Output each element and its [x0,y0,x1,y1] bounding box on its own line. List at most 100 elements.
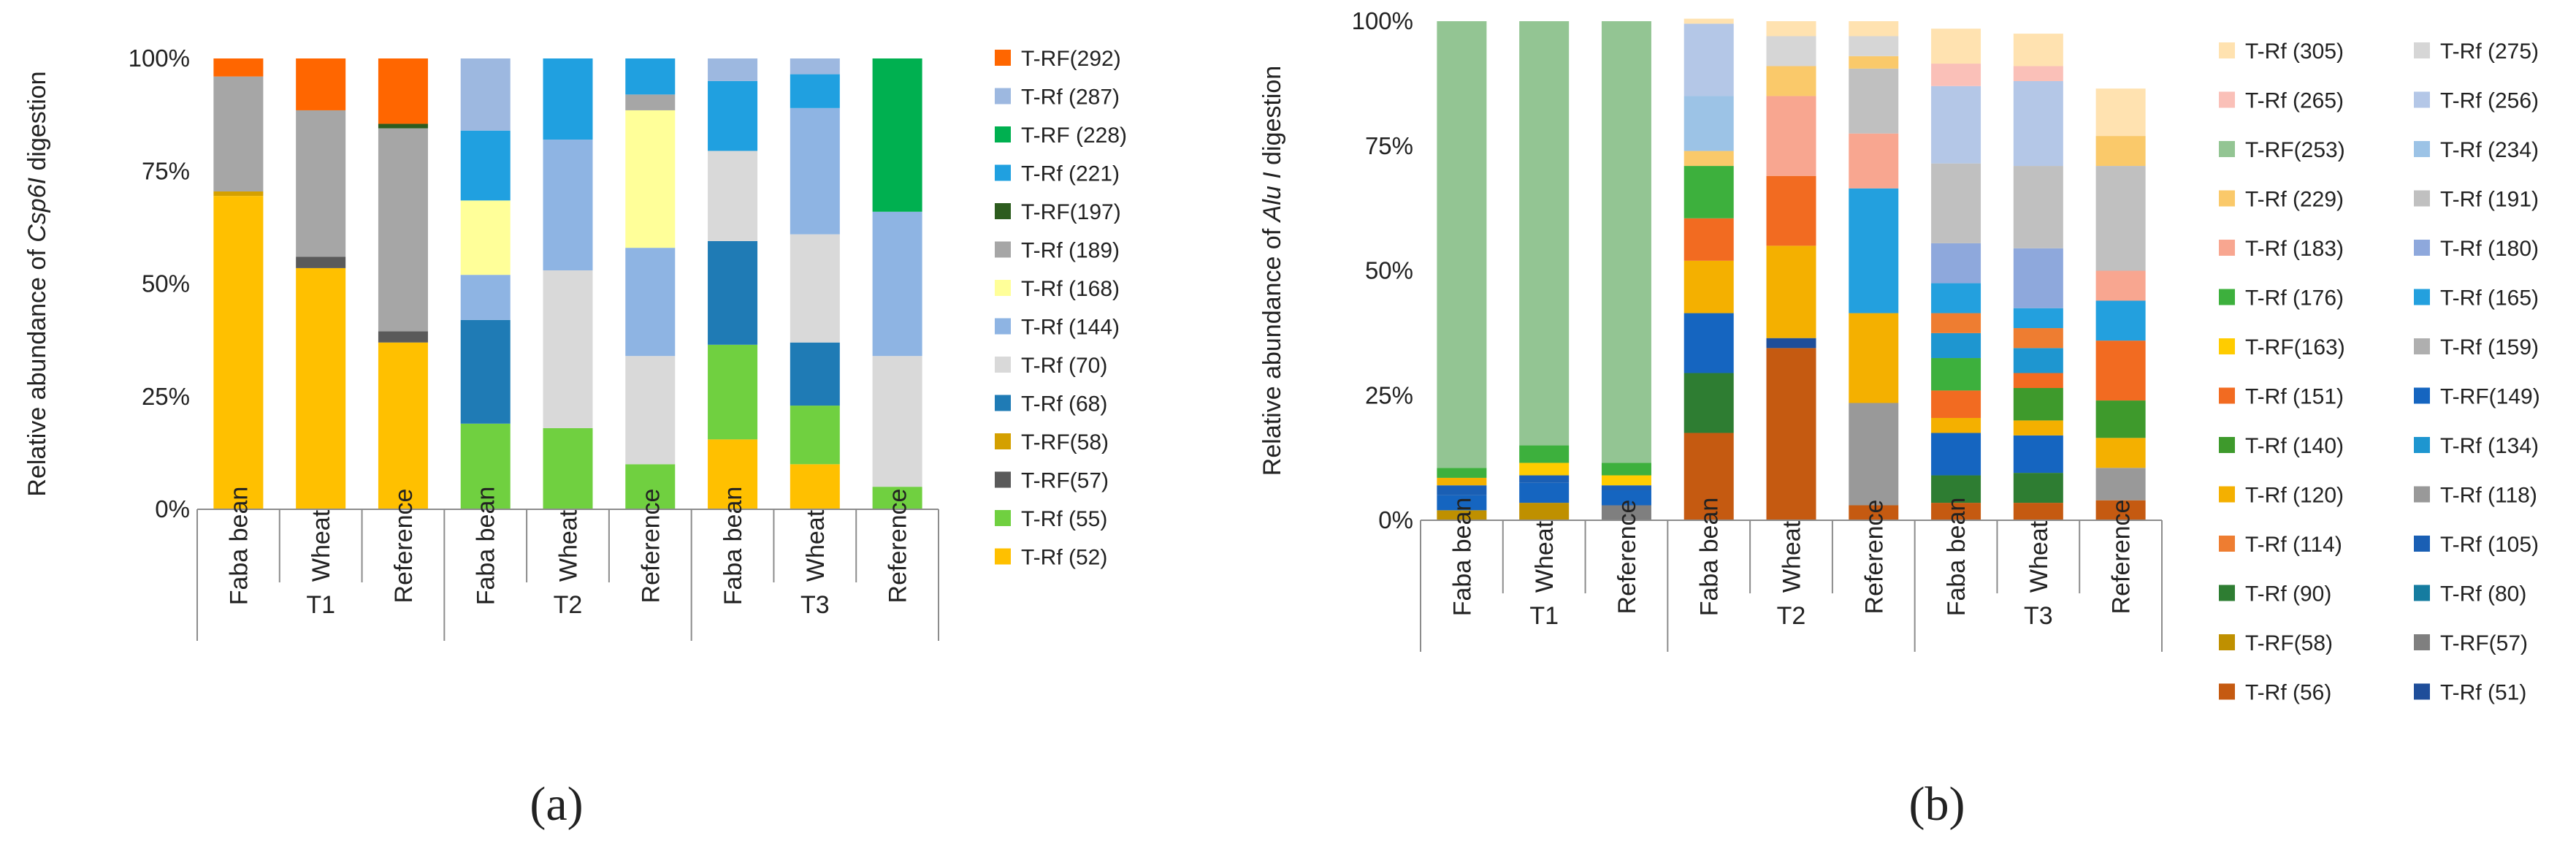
legend-swatch [2414,141,2430,157]
bar-segment-t-rf-189- [625,94,676,110]
legend-label: T-Rf (191) [2440,188,2539,212]
bar-segment-t-rf-165- [2095,300,2146,341]
bar-segment-t-rf-229- [2095,136,2146,167]
bar-segment-t-rf-140- [2013,388,2063,421]
x-category-label: Faba bean [1943,498,1971,617]
legend-swatch [2414,91,2430,108]
legend-swatch [2219,91,2235,108]
bar-segment-t-rf-114- [1931,313,1981,333]
legend-swatch [2414,683,2430,700]
bar-segment-t-rf-287- [460,58,511,131]
bar-segment-t-rf-52- [708,439,758,509]
legend-label: T-Rf (144) [1021,316,1120,340]
x-category-label: Faba bean [1696,498,1724,617]
legend-label: T-Rf (234) [2440,138,2539,162]
legend-label: T-RF(57) [1021,469,1109,493]
x-category-label: Reference [1613,500,1641,615]
bar-segment-t-rf-55- [790,406,840,465]
legend-swatch [995,548,1011,565]
bar-segment-t-rf-58- [213,191,264,197]
legend-label: T-Rf (80) [2440,582,2526,606]
legend-swatch [2219,437,2235,453]
bar-segment-t-rf-180- [1931,243,1981,284]
x-category-label: Wheat [1778,520,1806,593]
bar-segment-t-rf-253- [1437,21,1487,468]
legend-swatch [2219,683,2235,700]
bar-segment-t-rf-229- [1683,151,1734,167]
legend-label: T-Rf (305) [2245,39,2344,64]
x-category-label: Wheat [802,509,830,582]
bar-segment-t-rf-163- [1519,463,1570,476]
legend-swatch [2414,338,2430,354]
chart-panel-a: 0% 25% 50% 75% 100% Relative abundance of Csp… [23,45,1127,831]
bar-segment-t-rf-90- [1683,373,1734,433]
bar-segment-t-rf-120- [1437,477,1487,486]
x-group-label: T1 [1529,602,1559,630]
bar-segment-t-rf-56- [2013,503,2063,520]
legend-label: T-Rf (221) [1021,162,1120,186]
x-category-label: Wheat [307,509,335,582]
bar-segment-t-rf-256- [2013,80,2063,167]
bar-segment-t-rf-56- [1849,505,1899,520]
legend-swatch [995,395,1011,411]
bar-segment-t-rf-228- [872,58,922,212]
bar-segment-t-rf-105- [1519,475,1570,483]
bar-segment-t-rf-149- [1683,313,1734,373]
bar-segment-t-rf-56- [1931,503,1981,520]
bar-segment-t-rf-287- [790,58,840,75]
legend-label: T-Rf (55) [1021,507,1107,531]
legend-swatch [2414,437,2430,453]
legend-label: T-Rf (151) [2245,385,2344,409]
bar-segment-t-rf-144- [790,107,840,235]
y-tick-label: 0% [155,495,190,522]
bar-segment-t-rf-70- [872,356,922,487]
bar-segment-t-rf-221- [460,130,511,201]
legend-swatch [995,433,1011,449]
legend-swatch [995,510,1011,526]
legend-label: T-RF(163) [2245,335,2345,360]
bar-segment-t-rf-221- [708,80,758,151]
x-category-label: Faba bean [719,487,747,606]
legend-swatch [2219,634,2235,650]
bar-segment-t-rf-183- [1849,133,1899,189]
bar-segment-t-rf-253- [1519,21,1570,446]
legend-label: T-Rf (90) [2245,582,2331,606]
bar-segment-t-rf-189- [213,76,264,192]
legend-label: T-RF(58) [2245,631,2333,655]
bar-segment-t-rf-51- [1766,338,1816,349]
bar-segment-t-rf-287- [708,58,758,81]
legend-swatch [995,50,1011,66]
bar-segment-t-rf-176- [1683,166,1734,218]
bar-segment-t-rf-118- [1849,403,1899,506]
legend-swatch [2219,240,2235,256]
y-axis-title-part: Csp6I [23,177,51,242]
bar-segment-t-rf-275- [1849,36,1899,56]
bar-segment-t-rf-149- [1601,490,1651,506]
legend-label: T-RF(253) [2245,138,2345,162]
x-category-label: Reference [1860,500,1888,615]
legend-label: T-RF(58) [1021,430,1109,454]
bar-segment-t-rf-55- [543,427,593,509]
bar-segment-t-rf-183- [2095,270,2146,301]
legend-label: T-Rf (183) [2245,237,2344,261]
y-tick-label: 75% [142,157,190,184]
legend-label: T-RF(197) [1021,200,1121,224]
bar-segment-t-rf-52- [790,464,840,509]
bar-segment-t-rf-118- [2095,468,2146,501]
bar-segment-t-rf-120- [1683,260,1734,313]
y-tick-label: 25% [1365,381,1413,408]
bar-segment-t-rf-191- [2013,166,2063,248]
legend-label: T-Rf (114) [2245,533,2342,557]
legend-swatch [2219,338,2235,354]
bar-segment-t-rf-165- [1931,283,1981,313]
legend-swatch [995,126,1011,142]
bar-segment-t-rf-292- [296,58,346,110]
y-axis-title-part: Relative abundance of [23,243,51,497]
bar-segment-t-rf-176- [1519,445,1570,463]
legend-swatch [2414,387,2430,404]
bar-segment-t-rf-189- [296,110,346,257]
bar-segment-t-rf-120- [1931,417,1981,433]
bar-segment-t-rf-57- [296,256,346,268]
x-category-label: Faba bean [1448,498,1476,617]
bar-segment-t-rf-151- [2095,341,2146,401]
